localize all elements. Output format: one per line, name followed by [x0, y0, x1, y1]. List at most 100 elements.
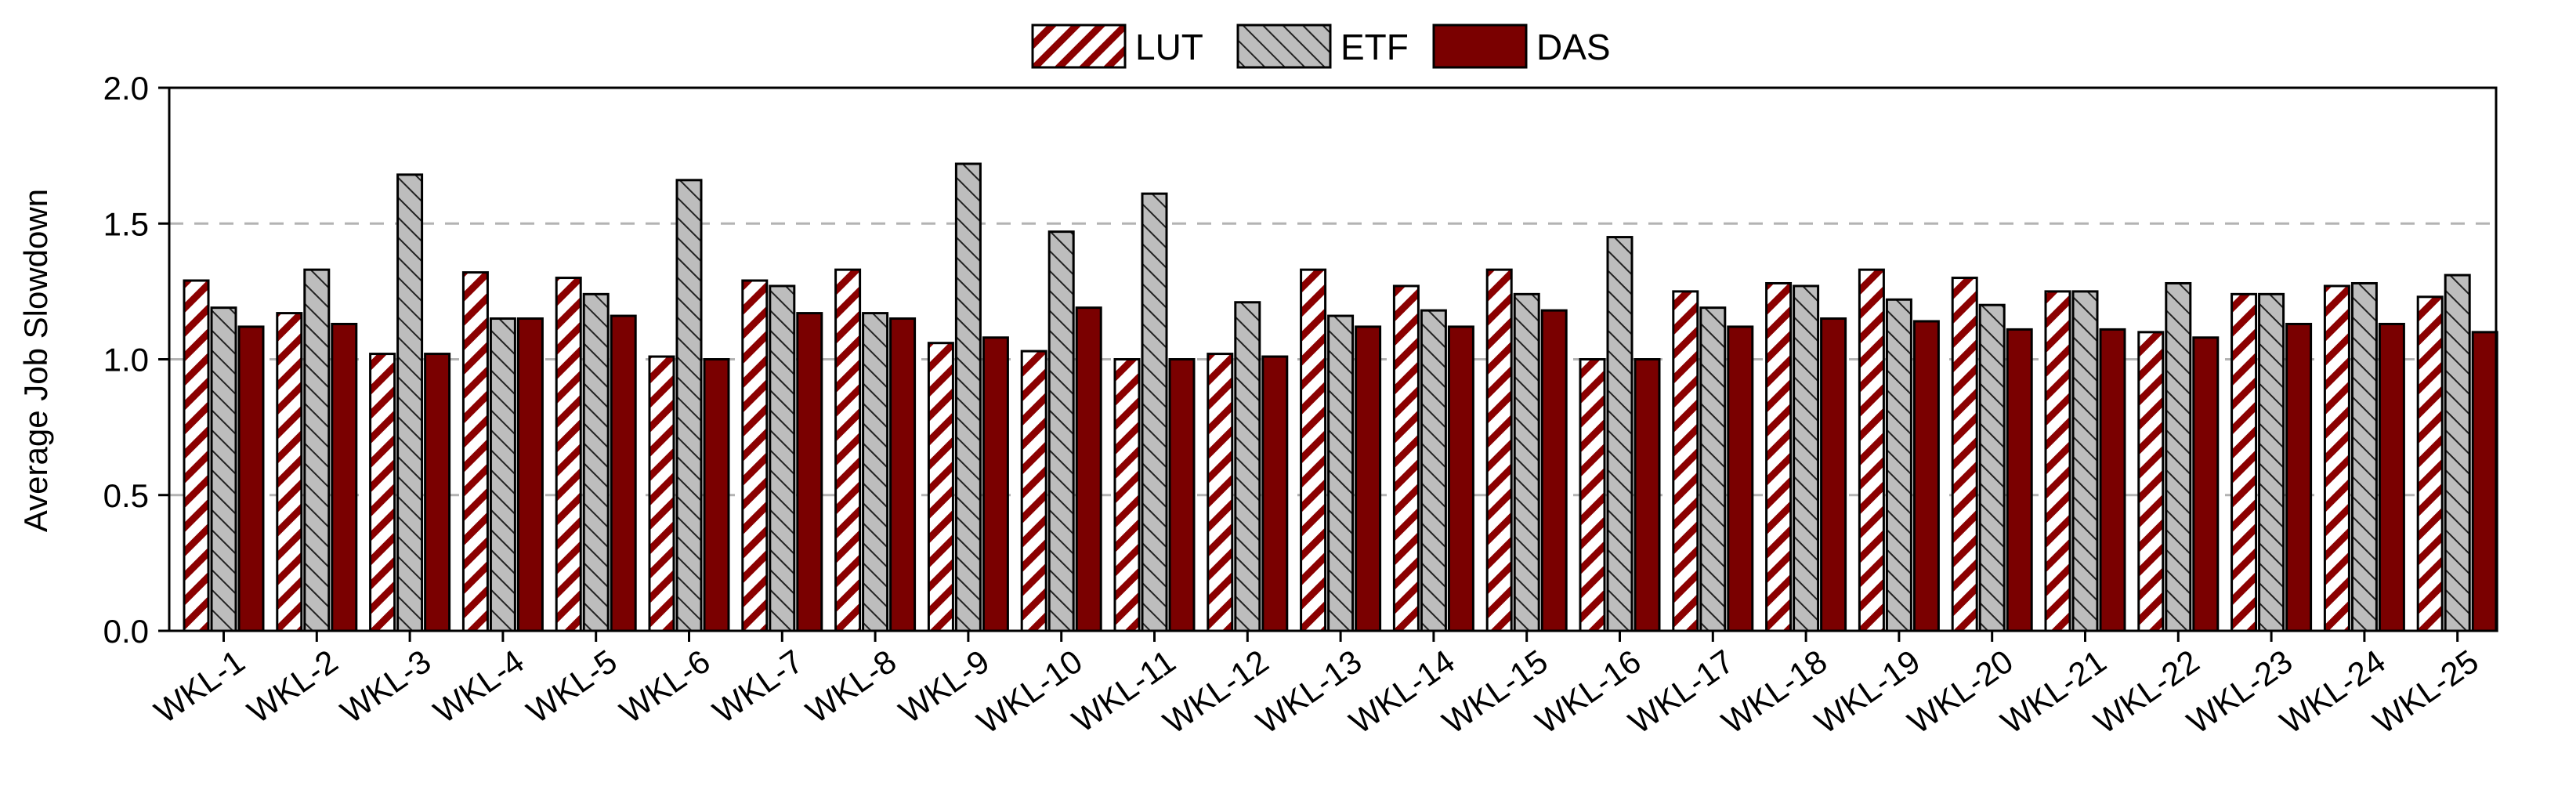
x-tick-label: WKL-10: [971, 643, 1089, 741]
bar-das-wkl-2: [331, 322, 358, 632]
bar-lut-wkl-14: [1392, 284, 1420, 632]
bar-das-wkl-22: [2192, 336, 2220, 632]
bar-etf-wkl-12: [1234, 301, 1261, 632]
bar-etf-wkl-18: [1793, 284, 1820, 632]
x-tick-label: WKL-8: [799, 643, 903, 730]
y-tick-label: 2.0: [103, 70, 149, 107]
x-tick-label: WKL-4: [427, 643, 530, 730]
bar-etf-wkl-21: [2071, 290, 2099, 632]
bars: [183, 162, 2498, 632]
bar-das-wkl-8: [889, 317, 917, 632]
bar-etf-wkl-13: [1327, 314, 1355, 632]
bar-das-wkl-16: [1634, 358, 1661, 632]
bar-das-wkl-11: [1168, 358, 1196, 632]
legend-item-etf: ETF: [1236, 24, 1409, 69]
legend: LUT ETF DAS: [1031, 24, 1611, 69]
legend-swatch-das: [1432, 24, 1528, 69]
bar-lut-wkl-11: [1113, 358, 1141, 632]
bar-etf-wkl-19: [1885, 298, 1912, 632]
bar-lut-wkl-13: [1300, 268, 1327, 632]
x-tick-label: WKL-2: [241, 643, 344, 730]
x-tick-label: WKL-11: [1065, 643, 1182, 740]
bar-etf-wkl-6: [675, 179, 703, 632]
y-tick-label: 0.0: [103, 613, 149, 650]
x-tick-label: WKL-13: [1250, 643, 1368, 741]
bar-etf-wkl-1: [210, 306, 237, 632]
bar-lut-wkl-19: [1858, 268, 1885, 632]
bar-das-wkl-7: [796, 312, 823, 632]
x-tick-label: WKL-15: [1436, 643, 1554, 741]
bar-das-wkl-12: [1261, 355, 1289, 632]
plot-frame: [168, 86, 2498, 632]
bar-lut-wkl-8: [834, 268, 862, 632]
legend-item-lut: LUT: [1031, 24, 1203, 69]
bar-etf-wkl-8: [862, 312, 889, 632]
bar-etf-wkl-3: [396, 173, 424, 632]
bar-das-wkl-24: [2378, 322, 2405, 632]
x-tick-label: WKL-5: [520, 643, 624, 730]
x-tick-label: WKL-19: [1808, 643, 1927, 741]
x-tick-label: WKL-23: [2180, 643, 2299, 741]
bar-das-wkl-13: [1355, 325, 1382, 632]
legend-label-etf: ETF: [1340, 27, 1409, 67]
legend-label-lut: LUT: [1135, 27, 1203, 67]
x-tick-label: WKL-16: [1529, 643, 1647, 741]
bar-etf-wkl-7: [769, 284, 796, 632]
bar-das-wkl-23: [2285, 322, 2313, 632]
bar-das-wkl-15: [1540, 309, 1568, 632]
legend-swatch-lut: [1031, 24, 1127, 69]
bar-lut-wkl-17: [1672, 290, 1699, 632]
x-tick-label: WKL-21: [1994, 643, 2112, 741]
bar-lut-wkl-9: [927, 342, 954, 632]
bar-lut-wkl-6: [648, 355, 675, 632]
bar-etf-wkl-11: [1141, 192, 1168, 632]
x-tick-label: WKL-6: [613, 643, 717, 730]
bar-etf-wkl-2: [303, 268, 331, 632]
y-tick-label: 0.5: [103, 477, 149, 514]
legend-item-das: DAS: [1432, 24, 1611, 69]
bar-das-wkl-3: [424, 353, 451, 632]
y-tick-label: 1.0: [103, 342, 149, 379]
bar-lut-wkl-10: [1020, 350, 1047, 632]
x-tick-label: WKL-20: [1901, 643, 2020, 741]
bar-das-wkl-9: [982, 336, 1009, 632]
bar-etf-wkl-22: [2165, 281, 2192, 632]
x-tick-label: WKL-17: [1622, 643, 1740, 741]
bar-das-wkl-25: [2471, 331, 2498, 632]
bar-lut-wkl-25: [2416, 295, 2444, 632]
bar-das-wkl-19: [1912, 320, 1940, 632]
bar-etf-wkl-17: [1699, 306, 1727, 632]
x-tick-label: WKL-14: [1343, 643, 1461, 741]
bar-lut-wkl-15: [1485, 268, 1513, 632]
bar-etf-wkl-10: [1047, 230, 1075, 632]
bar-lut-wkl-24: [2323, 284, 2350, 632]
bar-lut-wkl-4: [461, 271, 489, 632]
y-axis-title: Average Job Slowdown: [17, 189, 54, 532]
bar-das-wkl-10: [1075, 306, 1102, 632]
bar-lut-wkl-1: [183, 279, 210, 632]
bar-das-wkl-17: [1727, 325, 1754, 632]
bar-das-wkl-20: [2006, 328, 2033, 632]
bar-das-wkl-14: [1447, 325, 1474, 632]
bar-etf-wkl-23: [2258, 292, 2285, 632]
bar-lut-wkl-5: [555, 277, 582, 632]
x-tick-label: WKL-25: [2367, 643, 2485, 741]
bar-lut-wkl-21: [2044, 290, 2071, 632]
bar-lut-wkl-23: [2230, 292, 2258, 632]
bar-etf-wkl-5: [582, 292, 610, 632]
bar-das-wkl-1: [237, 325, 265, 632]
x-tick-label: WKL-22: [2087, 643, 2205, 741]
bar-das-wkl-6: [703, 358, 730, 632]
x-tick-label: WKL-12: [1156, 643, 1275, 741]
x-tick-label: WKL-18: [1715, 643, 1833, 741]
bar-etf-wkl-25: [2444, 273, 2471, 632]
bar-etf-wkl-16: [1606, 236, 1634, 632]
y-axis-ticks: 0.0 0.5 1.0 1.5 2.0: [103, 70, 169, 650]
bar-etf-wkl-9: [954, 162, 982, 632]
legend-swatch-etf: [1236, 24, 1332, 69]
bar-das-wkl-5: [610, 314, 637, 632]
x-tick-label: WKL-1: [148, 643, 251, 730]
bar-etf-wkl-14: [1420, 309, 1447, 632]
bar-etf-wkl-4: [489, 317, 516, 632]
